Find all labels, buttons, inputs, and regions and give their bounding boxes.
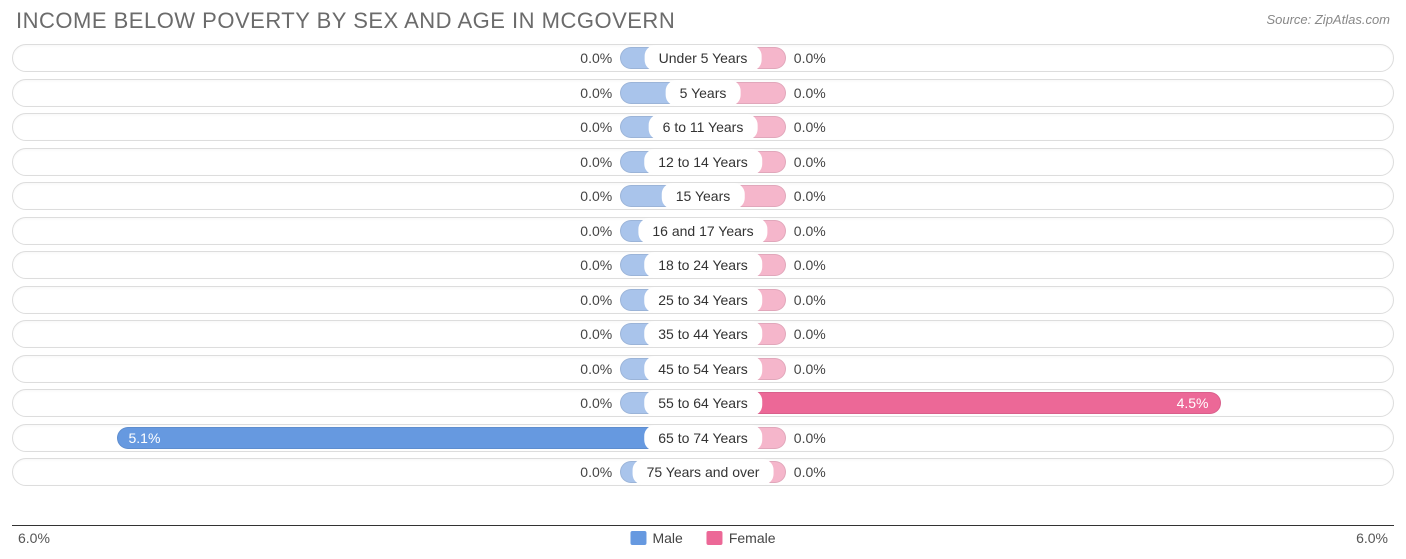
female-value-label: 0.0% <box>794 425 826 451</box>
male-value-label: 0.0% <box>580 459 612 485</box>
male-half: 0.0% <box>13 183 703 209</box>
chart-row: 0.0% 0.0% 5 Years <box>12 79 1394 107</box>
chart-header: INCOME BELOW POVERTY BY SEX AND AGE IN M… <box>0 0 1406 40</box>
chart-row: 0.0% 0.0% 12 to 14 Years <box>12 148 1394 176</box>
male-value-label: 0.0% <box>580 114 612 140</box>
category-label: 18 to 24 Years <box>644 252 762 278</box>
male-value-label: 0.0% <box>580 45 612 71</box>
female-value-label: 0.0% <box>794 356 826 382</box>
female-bar <box>703 392 1221 414</box>
chart-row: 0.0% 4.5% 55 to 64 Years <box>12 389 1394 417</box>
female-value-label: 0.0% <box>794 218 826 244</box>
female-half: 0.0% <box>703 183 1393 209</box>
female-value-label: 0.0% <box>794 321 826 347</box>
category-label: 35 to 44 Years <box>644 321 762 347</box>
male-half: 0.0% <box>13 321 703 347</box>
male-half: 0.0% <box>13 114 703 140</box>
category-label: 25 to 34 Years <box>644 287 762 313</box>
legend-label-female: Female <box>729 530 776 546</box>
female-value-label: 0.0% <box>794 252 826 278</box>
female-half: 0.0% <box>703 218 1393 244</box>
category-label: Under 5 Years <box>645 45 762 71</box>
chart-title: INCOME BELOW POVERTY BY SEX AND AGE IN M… <box>16 8 675 34</box>
legend-label-male: Male <box>652 530 682 546</box>
female-value-label: 0.0% <box>794 149 826 175</box>
female-value-label: 0.0% <box>794 114 826 140</box>
category-label: 55 to 64 Years <box>644 390 762 416</box>
female-half: 0.0% <box>703 149 1393 175</box>
chart-row: 0.0% 0.0% 16 and 17 Years <box>12 217 1394 245</box>
category-label: 75 Years and over <box>633 459 774 485</box>
male-half: 0.0% <box>13 45 703 71</box>
chart-row: 0.0% 0.0% 75 Years and over <box>12 458 1394 486</box>
male-bar <box>117 427 704 449</box>
chart-row: 0.0% 0.0% 35 to 44 Years <box>12 320 1394 348</box>
category-label: 6 to 11 Years <box>649 114 758 140</box>
category-label: 5 Years <box>666 80 741 106</box>
legend-item-female: Female <box>707 530 776 546</box>
female-value-label: 0.0% <box>794 183 826 209</box>
male-value-label: 0.0% <box>580 183 612 209</box>
legend-swatch-male <box>630 531 646 545</box>
male-value-label: 0.0% <box>580 287 612 313</box>
chart-legend: Male Female <box>630 530 775 546</box>
female-value-label: 0.0% <box>794 459 826 485</box>
female-half: 0.0% <box>703 425 1393 451</box>
chart-row: 0.0% 0.0% 18 to 24 Years <box>12 251 1394 279</box>
chart-row: 0.0% 0.0% 45 to 54 Years <box>12 355 1394 383</box>
male-value-label: 0.0% <box>580 356 612 382</box>
female-half: 0.0% <box>703 356 1393 382</box>
male-half: 0.0% <box>13 218 703 244</box>
chart-row: 0.0% 0.0% 15 Years <box>12 182 1394 210</box>
legend-swatch-female <box>707 531 723 545</box>
axis-max-right: 6.0% <box>1356 530 1388 546</box>
chart-row: 0.0% 0.0% 25 to 34 Years <box>12 286 1394 314</box>
axis-max-left: 6.0% <box>18 530 50 546</box>
chart-source: Source: ZipAtlas.com <box>1266 8 1390 27</box>
chart-area: 0.0%0.0%Under 5 Years0.0%0.0%5 Years0.0%… <box>0 40 1406 486</box>
female-half: 0.0% <box>703 114 1393 140</box>
female-value-label: 0.0% <box>794 80 826 106</box>
male-value-label: 0.0% <box>580 149 612 175</box>
male-half: 0.0% <box>13 287 703 313</box>
female-value-label: 0.0% <box>794 287 826 313</box>
chart-row: 0.0% 0.0% Under 5 Years <box>12 44 1394 72</box>
male-value-label: 0.0% <box>580 321 612 347</box>
category-label: 45 to 54 Years <box>644 356 762 382</box>
legend-item-male: Male <box>630 530 682 546</box>
male-value-label: 0.0% <box>580 390 612 416</box>
female-half: 0.0% <box>703 80 1393 106</box>
category-label: 65 to 74 Years <box>644 425 762 451</box>
category-label: 16 and 17 Years <box>638 218 767 244</box>
male-half: 0.0% <box>13 356 703 382</box>
female-value-label: 4.5% <box>1167 390 1221 416</box>
male-half: 0.0% <box>13 252 703 278</box>
category-label: 15 Years <box>662 183 745 209</box>
female-half: 0.0% <box>703 459 1393 485</box>
chart-row: 0.0% 0.0% 6 to 11 Years <box>12 113 1394 141</box>
female-half: 4.5% <box>703 390 1393 416</box>
female-half: 0.0% <box>703 287 1393 313</box>
female-half: 0.0% <box>703 252 1393 278</box>
male-value-label: 5.1% <box>117 425 171 451</box>
chart-footer: 6.0% Male Female 6.0% <box>12 525 1394 553</box>
female-value-label: 0.0% <box>794 45 826 71</box>
male-half: 0.0% <box>13 80 703 106</box>
female-half: 0.0% <box>703 321 1393 347</box>
category-label: 12 to 14 Years <box>644 149 762 175</box>
male-value-label: 0.0% <box>580 218 612 244</box>
male-value-label: 0.0% <box>580 252 612 278</box>
chart-row: 5.1% 0.0% 65 to 74 Years <box>12 424 1394 452</box>
male-value-label: 0.0% <box>580 80 612 106</box>
male-half: 5.1% <box>13 425 703 451</box>
male-half: 0.0% <box>13 459 703 485</box>
male-half: 0.0% <box>13 149 703 175</box>
female-half: 0.0% <box>703 45 1393 71</box>
male-half: 0.0% <box>13 390 703 416</box>
